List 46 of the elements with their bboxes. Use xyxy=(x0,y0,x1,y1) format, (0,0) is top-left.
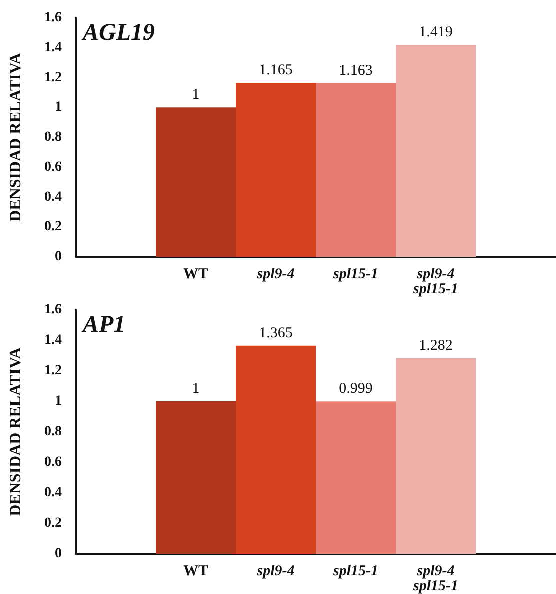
bar xyxy=(316,83,396,257)
data-label: 1 xyxy=(192,381,200,397)
x-tick-label: WT xyxy=(183,564,209,580)
y-tick-label: 0.6 xyxy=(44,160,62,175)
x-tick-label: spl9-4 xyxy=(256,564,296,580)
y-tick-label: 0.4 xyxy=(44,190,62,205)
x-tick-label: spl9-4 spl15-1 xyxy=(412,266,458,298)
data-label: 1.282 xyxy=(419,338,453,354)
bar xyxy=(236,82,316,257)
y-tick-label: 1.6 xyxy=(44,10,62,26)
y-tick-label: 1.4 xyxy=(44,40,62,56)
x-tick-label: spl15-1 xyxy=(332,564,378,580)
y-tick-label: 0.8 xyxy=(44,130,62,145)
y-tick-label: 0.2 xyxy=(44,220,62,235)
y-tick-label: 0 xyxy=(55,250,62,264)
data-label: 1 xyxy=(192,87,200,104)
bar xyxy=(236,346,316,554)
y-tick-label: 0.6 xyxy=(44,455,62,470)
bar xyxy=(316,402,396,554)
x-tick-label: spl15-1 xyxy=(332,266,378,282)
y-tick-label: 1.2 xyxy=(44,70,62,86)
bar xyxy=(396,45,476,257)
y-axis-title: DENSIDAD RELATIVA xyxy=(8,52,24,222)
bar xyxy=(156,402,236,554)
y-tick-label: 0.4 xyxy=(44,486,62,500)
x-tick-label: spl9-4 spl15-1 xyxy=(412,564,458,594)
y-tick-label: 1 xyxy=(55,394,62,409)
y-axis-title: DENSIDAD RELATIVA xyxy=(8,347,24,516)
data-label: 0.999 xyxy=(339,381,373,398)
y-tick-label: 1.4 xyxy=(44,333,62,348)
y-tick-label: 0 xyxy=(55,546,62,562)
data-label: 1.419 xyxy=(419,24,453,41)
y-tick-label: 0.8 xyxy=(44,424,62,440)
chart-title: AP1 xyxy=(81,312,126,338)
y-tick-label: 1 xyxy=(55,100,62,116)
data-label: 1.163 xyxy=(339,62,373,79)
y-tick-label: 1.2 xyxy=(44,364,62,378)
y-tick-label: 1.6 xyxy=(44,302,62,318)
x-tick-label: spl9-4 xyxy=(256,266,296,282)
data-label: 1.165 xyxy=(259,62,293,78)
chart-title: AGL19 xyxy=(81,20,155,46)
data-label: 1.365 xyxy=(259,325,293,342)
x-tick-label: WT xyxy=(183,266,209,282)
y-tick-label: 0.2 xyxy=(44,516,62,531)
bar xyxy=(396,358,476,554)
bar xyxy=(156,108,236,257)
